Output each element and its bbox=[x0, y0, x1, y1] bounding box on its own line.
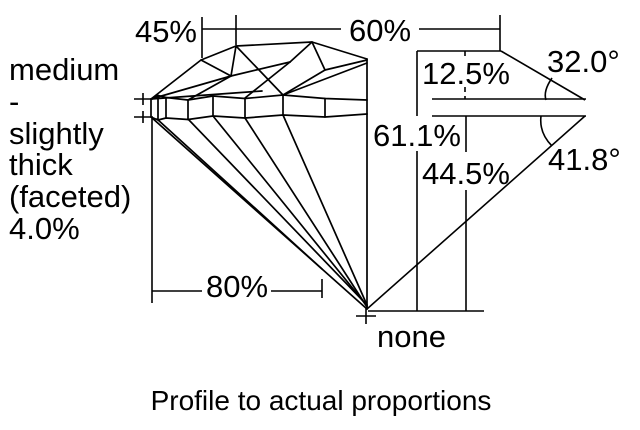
girdle-band bbox=[150, 94, 368, 121]
girdle-label-line-3: slightly bbox=[9, 116, 104, 151]
crown-angle-arc bbox=[544, 77, 553, 101]
girdle-label-line-5: (faceted) bbox=[9, 179, 131, 214]
pavilion-angle-arc bbox=[539, 115, 553, 147]
culet-label: none bbox=[377, 319, 446, 354]
diagram-caption: Profile to actual proportions bbox=[151, 385, 492, 416]
girdle-label-line-6: 4.0% bbox=[9, 211, 80, 246]
crown-facets bbox=[150, 41, 368, 115]
dimension-lines bbox=[134, 15, 586, 324]
girdle-label-line-1: medium bbox=[9, 52, 119, 87]
girdle-label-line-4: thick bbox=[9, 147, 73, 182]
pavilion-angle-lines bbox=[366, 115, 586, 310]
culet-cross-mark bbox=[356, 308, 376, 324]
star-length-dimension bbox=[201, 15, 237, 58]
lower-girdle-label: 80% bbox=[206, 269, 268, 304]
table-size-label: 60% bbox=[349, 13, 411, 48]
star-length-label: 45% bbox=[135, 14, 197, 49]
crown-angle-label: 32.0° bbox=[547, 44, 620, 79]
measurement-labels: 45% 60% 12.5% 32.0° 61.1% 44.5% 41.8° 80… bbox=[135, 13, 621, 354]
crown-angle-lines bbox=[417, 50, 586, 101]
crown-height-label: 12.5% bbox=[422, 56, 510, 91]
girdle-thickness-marks bbox=[134, 93, 153, 123]
girdle-label-line-2: - bbox=[9, 84, 19, 119]
pavilion-depth-label: 44.5% bbox=[422, 156, 510, 191]
pavilion-facets bbox=[150, 113, 368, 310]
pavilion-angle-label: 41.8° bbox=[548, 142, 621, 177]
girdle-thickness-label: medium - slightly thick (faceted) 4.0% bbox=[9, 52, 131, 246]
diamond-wireframe bbox=[150, 41, 368, 310]
table-dimension bbox=[236, 15, 501, 51]
lower-girdle-dimension bbox=[151, 118, 323, 303]
total-depth-label: 61.1% bbox=[373, 118, 461, 153]
